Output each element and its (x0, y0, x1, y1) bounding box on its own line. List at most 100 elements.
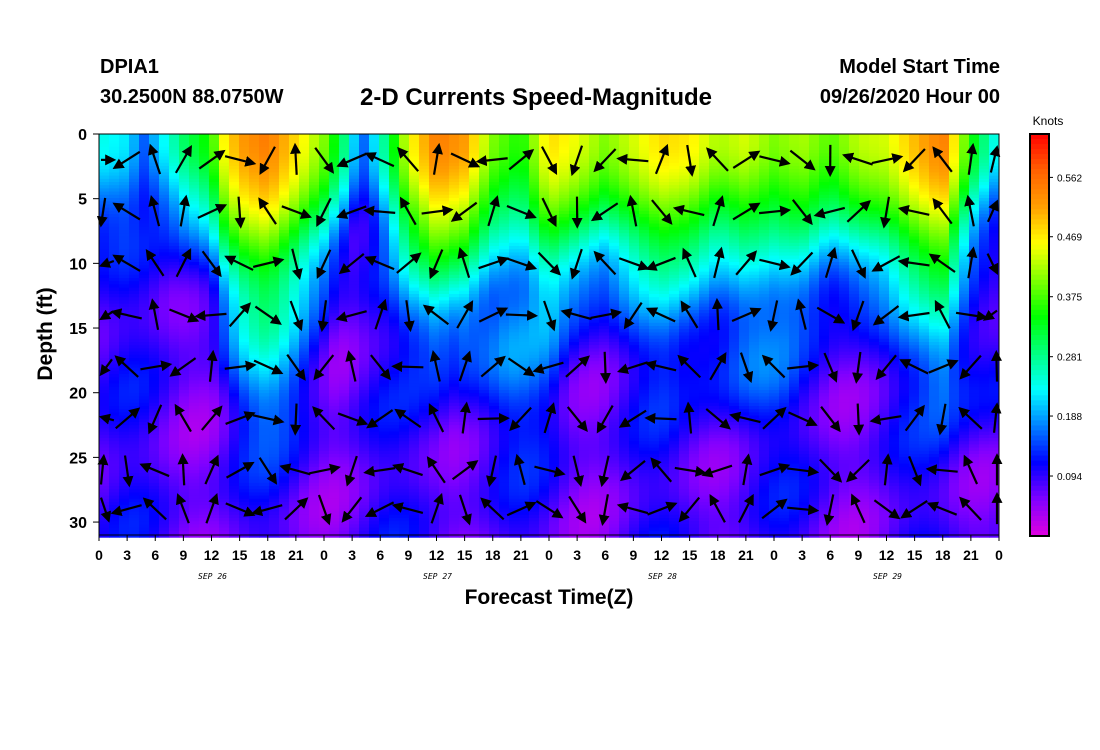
heatmap-cell (129, 431, 140, 436)
heatmap-cell (339, 361, 350, 365)
heatmap-cell (209, 252, 220, 257)
heatmap-cell (439, 326, 450, 330)
heatmap-cell (479, 492, 490, 497)
heatmap-cell (319, 527, 330, 532)
heatmap-cell (129, 418, 140, 423)
heatmap-cell (129, 182, 140, 186)
heatmap-cell (199, 233, 210, 237)
heatmap-cell (219, 217, 230, 221)
heatmap-cell (479, 534, 490, 538)
heatmap-cell (479, 217, 490, 221)
heatmap-cell (279, 415, 290, 420)
heatmap-cell (409, 223, 420, 228)
heatmap-cell (139, 415, 150, 420)
heatmap-cell (289, 169, 300, 173)
heatmap-cell (189, 201, 200, 205)
heatmap-cell (299, 239, 310, 244)
heatmap-cell (309, 498, 320, 503)
heatmap-cell (209, 415, 220, 420)
heatmap-cell (279, 274, 290, 279)
heatmap-cell (249, 473, 260, 477)
heatmap-cell (109, 505, 120, 509)
heatmap-cell (239, 361, 250, 365)
heatmap-cell (149, 134, 160, 138)
heatmap-cell (339, 191, 350, 196)
heatmap-cell (369, 169, 380, 173)
heatmap-cell (439, 329, 450, 333)
heatmap-cell (389, 457, 400, 461)
heatmap-cell (399, 271, 410, 276)
heatmap-cell (359, 226, 370, 231)
heatmap-cell (149, 470, 160, 474)
heatmap-cell (179, 303, 190, 308)
heatmap-cell (209, 294, 220, 298)
heatmap-cell (99, 300, 110, 305)
heatmap-cell (119, 402, 130, 407)
heatmap-cell (369, 502, 380, 506)
heatmap-cell (99, 175, 110, 180)
heatmap-cell (419, 249, 430, 253)
heatmap-cell (279, 182, 290, 186)
heatmap-cell (349, 166, 360, 170)
heatmap-cell (439, 361, 450, 365)
heatmap-cell (379, 383, 390, 388)
heatmap-cell (489, 162, 500, 167)
heatmap-cell (339, 374, 350, 378)
heatmap-cell (479, 166, 490, 170)
heatmap-cell (99, 492, 110, 497)
heatmap-cell (159, 249, 170, 253)
heatmap-cell (199, 412, 210, 417)
heatmap-cell (189, 390, 200, 394)
heatmap-cell (489, 287, 500, 292)
heatmap-cell (439, 390, 450, 394)
heatmap-cell (289, 326, 300, 330)
heatmap-cell (389, 220, 400, 225)
heatmap-cell (279, 159, 290, 164)
heatmap-cell (319, 204, 330, 209)
heatmap-cell (489, 258, 500, 263)
heatmap-cell (159, 310, 170, 314)
heatmap-cell (149, 361, 160, 365)
heatmap-cell (319, 322, 330, 327)
heatmap-cell (399, 326, 410, 330)
heatmap-cell (399, 492, 410, 497)
heatmap-cell (329, 498, 340, 503)
heatmap-cell (129, 236, 140, 241)
heatmap-cell (489, 351, 500, 356)
heatmap-cell (199, 166, 210, 170)
heatmap-cell (389, 175, 400, 180)
heatmap-cell (449, 338, 460, 343)
heatmap-cell (219, 511, 230, 516)
heatmap-cell (479, 185, 490, 189)
heatmap-cell (209, 345, 220, 349)
heatmap-cell (309, 274, 320, 279)
heatmap-cell (429, 393, 440, 397)
heatmap-cell (439, 322, 450, 327)
heatmap-cell (299, 476, 310, 481)
heatmap-cell (319, 287, 330, 292)
heatmap-cell (119, 271, 130, 276)
heatmap-cell (179, 134, 190, 138)
heatmap-cell (129, 188, 140, 193)
heatmap-cell (359, 370, 370, 375)
heatmap-cell (179, 230, 190, 234)
heatmap-cell (259, 258, 270, 263)
heatmap-cell (129, 255, 140, 260)
heatmap-cell (299, 313, 310, 317)
heatmap-cell (199, 300, 210, 305)
heatmap-cell (439, 482, 450, 487)
heatmap-cell (359, 473, 370, 477)
heatmap-cell (379, 185, 390, 189)
heatmap-cell (199, 246, 210, 250)
heatmap-cell (159, 294, 170, 298)
heatmap-cell (249, 482, 260, 487)
heatmap-cell (329, 518, 340, 522)
heatmap-cell (279, 508, 290, 513)
heatmap-cell (419, 418, 430, 423)
heatmap-cell (459, 268, 470, 273)
heatmap-cell (479, 402, 490, 407)
heatmap-cell (309, 194, 320, 199)
heatmap-cell (279, 460, 290, 465)
heatmap-cell (99, 274, 110, 279)
heatmap-cell (369, 505, 380, 509)
